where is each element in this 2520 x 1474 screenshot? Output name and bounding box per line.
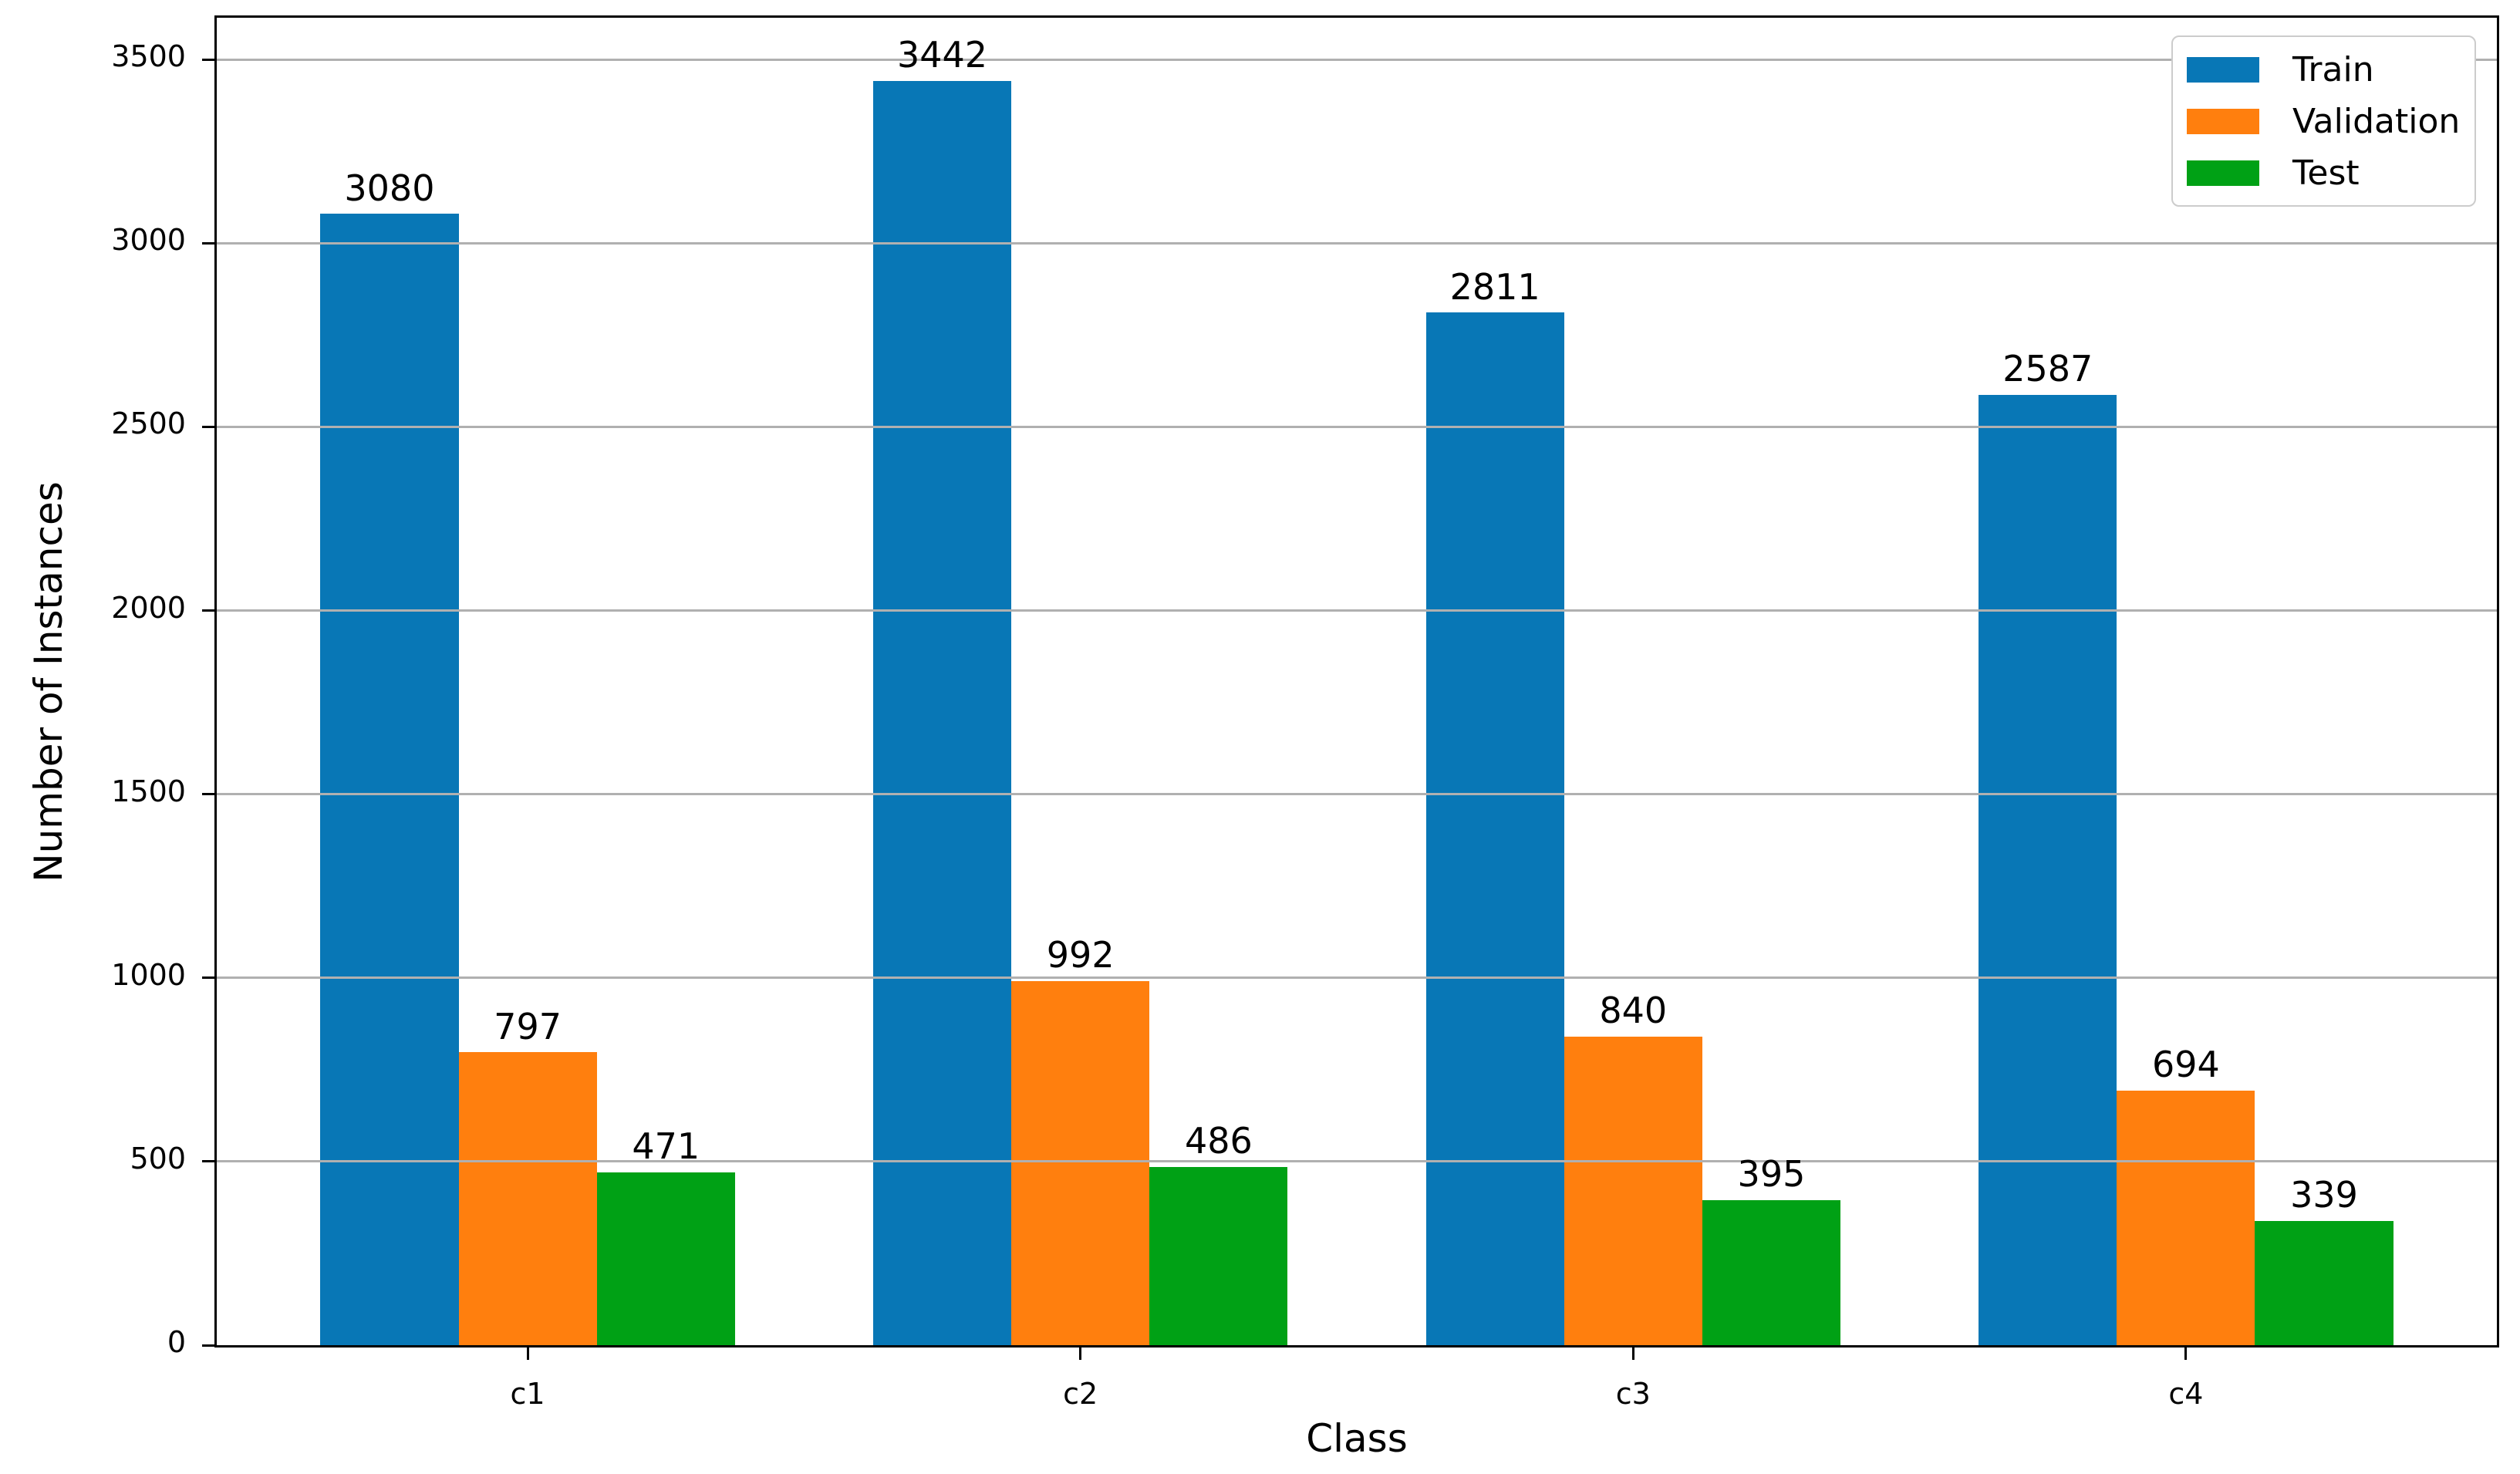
gridline <box>217 425 2497 428</box>
legend-label: Validation <box>2292 101 2461 141</box>
y-tick-label: 3500 <box>111 39 186 74</box>
bar-test-c3 <box>1702 1199 1841 1345</box>
y-tick-label: 2000 <box>111 590 186 625</box>
gridline <box>217 793 2497 796</box>
gridline <box>217 976 2497 980</box>
bar-validation-c1 <box>458 1052 597 1345</box>
legend: Train Validation Test <box>2171 35 2476 207</box>
bar-test-c2 <box>1149 1166 1288 1345</box>
x-axis-label: Class <box>1306 1416 1408 1461</box>
gridline <box>217 241 2497 245</box>
bar-value-label: 486 <box>1184 1119 1253 1162</box>
y-axis-label: Number of Instances <box>26 481 71 882</box>
bar-validation-c4 <box>2117 1090 2255 1345</box>
bar-validation-c3 <box>1564 1037 1702 1345</box>
bar-value-label: 2811 <box>1449 265 1540 308</box>
x-tick <box>526 1348 529 1360</box>
bar-value-label: 992 <box>1046 934 1115 976</box>
y-tick-label: 2500 <box>111 406 186 441</box>
y-tick <box>202 976 214 980</box>
legend-swatch-test <box>2187 160 2259 186</box>
y-tick <box>202 241 214 245</box>
y-tick <box>202 1160 214 1163</box>
plot-area: Number of Instances Class Train Validatio… <box>26 15 2499 1461</box>
bar-value-label: 339 <box>2290 1173 2358 1216</box>
y-tick-label: 1500 <box>111 774 186 808</box>
x-tick-label-c4: c4 <box>2168 1377 2204 1411</box>
legend-item-test: Test <box>2187 153 2474 193</box>
bar-value-label: 694 <box>2152 1043 2220 1085</box>
legend-item-train: Train <box>2187 49 2474 89</box>
bar-value-label: 3442 <box>896 34 988 76</box>
bar-value-label: 797 <box>494 1005 562 1047</box>
legend-label: Test <box>2292 153 2360 193</box>
y-tick <box>202 1344 214 1347</box>
x-tick <box>1079 1348 1082 1360</box>
y-tick-label: 500 <box>130 1141 186 1175</box>
bar-train-c4 <box>1979 395 2117 1345</box>
bar-train-c2 <box>872 80 1012 1345</box>
legend-swatch-train <box>2187 56 2259 83</box>
bar-value-label: 840 <box>1599 990 1668 1032</box>
y-tick-label: 0 <box>167 1325 186 1359</box>
x-tick-label-c3: c3 <box>1615 1377 1651 1411</box>
bar-value-label: 471 <box>632 1125 700 1168</box>
x-tick-label-c1: c1 <box>510 1377 545 1411</box>
bar-test-c4 <box>2255 1220 2393 1345</box>
bar-validation-c2 <box>1011 980 1150 1345</box>
x-tick <box>1631 1348 1634 1360</box>
bar-value-label: 395 <box>1737 1153 1806 1196</box>
legend-swatch-validation <box>2187 108 2259 134</box>
x-tick-label-c2: c2 <box>1063 1377 1098 1411</box>
y-tick <box>202 58 214 61</box>
legend-label: Train <box>2292 49 2374 89</box>
bar-test-c1 <box>596 1172 735 1345</box>
y-tick <box>202 609 214 612</box>
bar-value-label: 3080 <box>344 167 435 209</box>
y-tick-label: 3000 <box>111 223 186 258</box>
bar-value-label: 2587 <box>2002 348 2093 390</box>
legend-item-validation: Validation <box>2187 101 2474 141</box>
y-tick <box>202 793 214 796</box>
y-tick <box>202 425 214 428</box>
bar-train-c1 <box>320 214 459 1345</box>
gridline <box>217 609 2497 612</box>
bar-train-c3 <box>1425 312 1564 1345</box>
gridline <box>217 1160 2497 1163</box>
gridline <box>217 58 2497 61</box>
x-tick <box>2184 1348 2188 1360</box>
y-tick-label: 1000 <box>111 957 186 992</box>
